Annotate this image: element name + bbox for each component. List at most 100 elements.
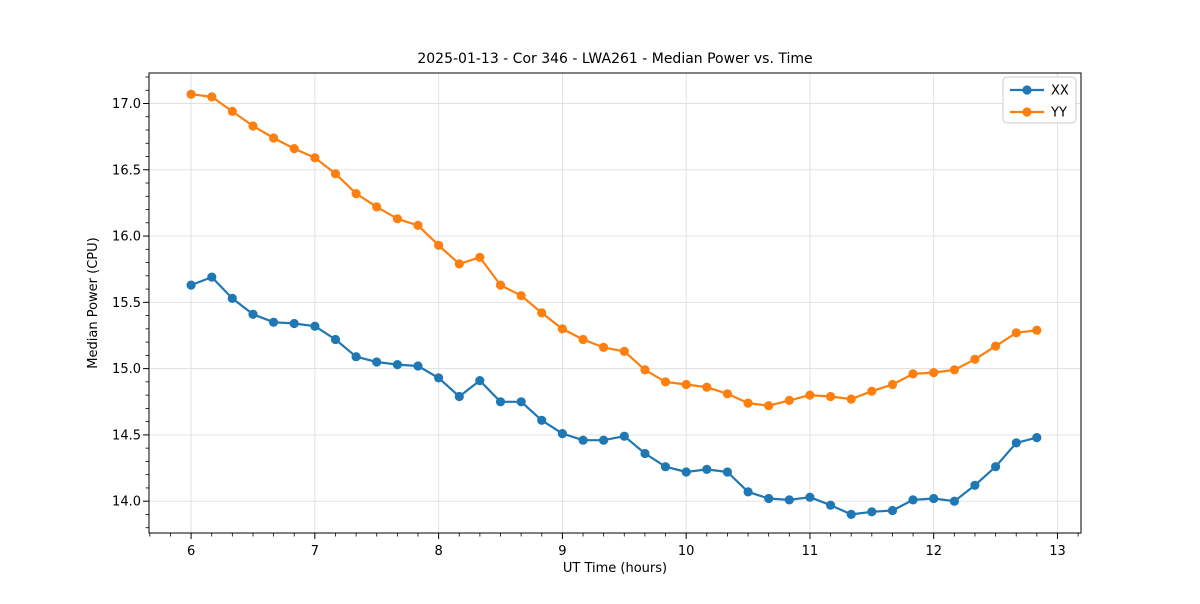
x-tick-label: 8: [434, 544, 442, 559]
data-point-yy: [991, 341, 1001, 351]
data-point-yy: [846, 394, 856, 404]
series-line-xx: [190, 276, 1038, 516]
data-point-xx: [826, 500, 836, 510]
data-point-xx: [475, 376, 485, 386]
legend-label-yy: YY: [1050, 106, 1067, 121]
chart-title: 2025-01-13 - Cor 346 - LWA261 - Median P…: [417, 51, 812, 67]
data-point-xx: [1011, 438, 1021, 448]
data-point-xx: [784, 495, 794, 505]
data-point-yy: [599, 342, 609, 352]
data-point-xx: [248, 309, 258, 319]
data-point-xx: [1032, 433, 1042, 443]
y-tick-label: 14.0: [112, 495, 141, 510]
data-point-xx: [743, 487, 753, 497]
x-tick-label: 9: [558, 544, 566, 559]
data-point-yy: [557, 324, 568, 334]
y-tick-label: 15.5: [112, 296, 141, 311]
data-point-xx: [392, 360, 402, 370]
data-point-xx: [991, 462, 1001, 472]
data-point-yy: [702, 382, 712, 392]
axis-ticks: [143, 76, 1079, 539]
data-point-xx: [537, 415, 547, 425]
axis-tick-labels: 6 7 8 9 10 11 12 13 14.0 14.5 15.0 15.5 16.0 16.5 17.0: [112, 97, 1066, 559]
data-point-xx: [908, 495, 918, 505]
data-point-yy: [929, 368, 939, 378]
data-point-yy: [722, 389, 733, 399]
data-point-xx: [351, 352, 361, 362]
data-point-xx: [949, 496, 960, 506]
data-series: [186, 89, 1042, 519]
data-point-yy: [805, 390, 815, 400]
legend-marker-icon-yy: [1022, 107, 1032, 117]
data-point-xx: [640, 448, 650, 459]
data-point-xx: [599, 435, 609, 445]
data-point-yy: [310, 153, 320, 163]
data-point-xx: [578, 435, 588, 445]
data-point-xx: [495, 397, 506, 407]
data-point-xx: [970, 480, 980, 490]
data-point-yy: [578, 334, 588, 345]
data-point-xx: [702, 464, 712, 474]
data-point-xx: [207, 272, 217, 282]
data-point-xx: [330, 334, 341, 345]
data-point-xx: [722, 467, 733, 477]
data-point-yy: [619, 346, 629, 356]
data-point-yy: [887, 379, 898, 390]
data-point-yy: [1011, 328, 1021, 338]
data-point-yy: [495, 280, 506, 290]
x-tick-label: 6: [187, 544, 195, 559]
data-point-yy: [454, 259, 464, 269]
y-tick-label: 16.5: [112, 163, 141, 178]
legend-item-xx: XX: [1010, 84, 1069, 99]
data-point-yy: [867, 386, 877, 396]
data-point-yy: [413, 220, 423, 230]
data-point-xx: [434, 373, 444, 383]
data-point-xx: [557, 429, 568, 439]
x-tick-label: 7: [311, 544, 319, 559]
data-point-yy: [372, 202, 382, 212]
data-point-yy: [248, 121, 258, 131]
data-point-yy: [186, 89, 196, 99]
data-point-yy: [207, 92, 217, 102]
data-point-yy: [537, 308, 547, 318]
legend-label-xx: XX: [1051, 84, 1069, 99]
data-point-xx: [269, 317, 279, 327]
data-point-yy: [227, 106, 237, 116]
data-point-yy: [289, 144, 299, 154]
data-point-xx: [805, 492, 815, 502]
data-point-yy: [949, 365, 960, 375]
data-point-yy: [784, 395, 794, 405]
data-point-yy: [516, 291, 526, 301]
data-point-yy: [330, 169, 341, 179]
data-point-xx: [929, 493, 939, 504]
legend-item-yy: YY: [1010, 106, 1067, 121]
x-tick-label: 10: [678, 544, 695, 559]
data-point-xx: [186, 280, 196, 290]
data-point-xx: [887, 505, 898, 516]
data-point-xx: [867, 507, 877, 517]
legend-marker-icon-xx: [1022, 85, 1032, 95]
data-point-yy: [434, 240, 444, 250]
data-point-yy: [764, 401, 774, 411]
data-point-xx: [227, 293, 237, 303]
data-point-xx: [413, 361, 423, 371]
data-point-xx: [681, 467, 691, 477]
data-point-xx: [619, 431, 629, 441]
data-point-xx: [660, 462, 671, 472]
y-tick-label: 14.5: [112, 428, 141, 443]
data-point-yy: [908, 369, 918, 379]
data-point-yy: [392, 214, 402, 224]
gridlines: [149, 73, 1081, 533]
data-point-xx: [454, 391, 464, 402]
data-point-yy: [660, 377, 671, 387]
x-tick-label: 13: [1049, 544, 1066, 559]
data-point-yy: [681, 379, 691, 390]
x-axis-label: UT Time (hours): [563, 561, 667, 576]
plot-frame: [148, 72, 1082, 534]
y-tick-label: 17.0: [112, 97, 141, 112]
y-axis-label: Median Power (CPU): [86, 237, 101, 368]
data-point-yy: [475, 252, 485, 262]
series-line-yy: [190, 93, 1038, 407]
data-point-xx: [289, 318, 299, 329]
